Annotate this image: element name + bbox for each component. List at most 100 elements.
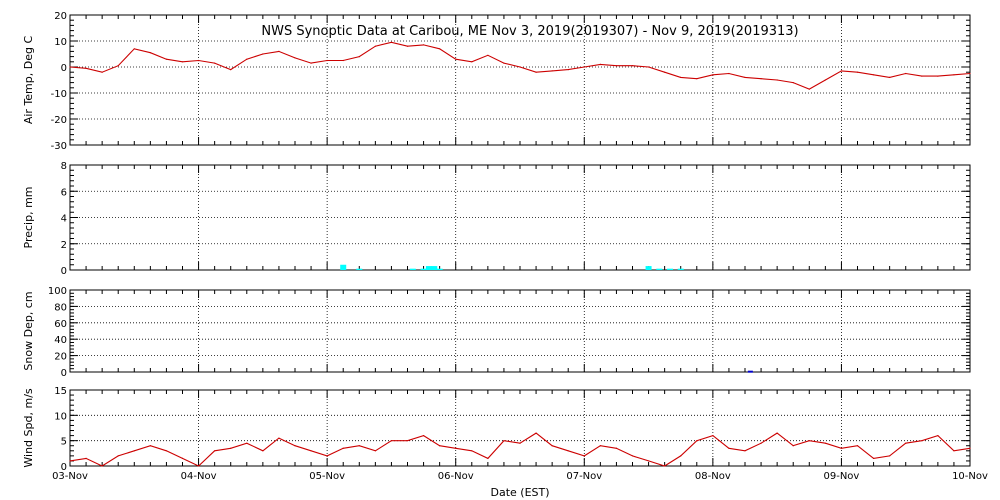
data-point xyxy=(422,44,425,46)
series-line xyxy=(69,41,971,90)
data-point xyxy=(230,447,232,449)
data-point xyxy=(567,450,569,452)
data-point xyxy=(326,59,328,62)
data-point xyxy=(406,45,409,47)
data-point xyxy=(149,52,151,54)
y-tick-label: 10 xyxy=(54,411,67,422)
data-point xyxy=(519,66,521,68)
data-point xyxy=(808,440,810,442)
data-point xyxy=(583,66,585,68)
data-point xyxy=(615,65,618,67)
bar xyxy=(656,268,663,270)
data-point xyxy=(840,447,843,449)
bar xyxy=(420,268,427,270)
data-point xyxy=(664,71,666,73)
y-tick-label: -30 xyxy=(51,141,67,152)
data-point xyxy=(728,72,730,75)
data-point xyxy=(905,72,907,75)
data-point xyxy=(631,455,634,457)
data-point xyxy=(503,440,505,442)
bar xyxy=(677,268,684,270)
data-point xyxy=(872,457,875,459)
y-tick-label: 8 xyxy=(61,161,67,172)
data-point xyxy=(358,445,360,447)
data-point xyxy=(969,447,971,449)
data-point xyxy=(165,450,168,452)
data-point xyxy=(487,54,489,56)
data-point xyxy=(599,445,601,447)
data-point xyxy=(262,53,264,55)
data-point xyxy=(712,435,714,437)
data-point xyxy=(487,457,489,459)
bar xyxy=(356,268,363,270)
data-point xyxy=(905,442,907,444)
panel-2: 0 20 40 60 80 100 Snow Dep, cm xyxy=(22,286,971,379)
y-tick-label: 10 xyxy=(54,37,67,48)
data-point xyxy=(519,442,521,444)
y-tick-label: 80 xyxy=(54,302,67,313)
data-point xyxy=(246,58,248,60)
data-point xyxy=(101,71,103,73)
data-point xyxy=(278,50,280,53)
data-point xyxy=(921,75,923,77)
data-point xyxy=(889,455,891,457)
data-point xyxy=(246,442,248,444)
x-tick-label: 03-Nov xyxy=(52,471,88,482)
data-point xyxy=(101,465,103,467)
data-point xyxy=(776,432,778,434)
data-point xyxy=(551,70,553,72)
data-point xyxy=(599,63,601,65)
y-tick-label: 2 xyxy=(61,240,67,251)
data-point xyxy=(824,442,826,444)
data-point xyxy=(631,65,634,67)
x-tick-label: 08-Nov xyxy=(695,471,731,482)
panel-frame xyxy=(69,389,971,467)
data-point xyxy=(953,74,955,76)
data-point xyxy=(165,58,168,60)
data-point xyxy=(567,69,569,71)
data-point xyxy=(728,447,730,449)
data-point xyxy=(471,450,473,452)
data-point xyxy=(390,440,393,442)
data-point xyxy=(310,450,312,452)
y-tick-label: 60 xyxy=(54,319,67,330)
data-point xyxy=(760,442,762,444)
y-tick-label: -10 xyxy=(51,89,67,100)
y-tick-label: 40 xyxy=(54,335,67,346)
data-point xyxy=(439,445,441,447)
x-tick-label: 06-Nov xyxy=(438,471,474,482)
data-point xyxy=(133,48,135,50)
y-axis-label: Snow Dep, cm xyxy=(22,291,35,370)
panel-3: 0 5 10 15 Wind Spd, m/s xyxy=(22,386,971,473)
y-tick-label: 4 xyxy=(61,214,67,225)
data-point xyxy=(422,435,425,437)
x-tick-label: 09-Nov xyxy=(823,471,859,482)
data-point xyxy=(808,88,810,90)
y-tick-label: 20 xyxy=(54,352,67,363)
y-tick-label: 6 xyxy=(61,187,67,198)
data-point xyxy=(937,75,939,77)
bar xyxy=(431,266,438,270)
panel-0: -30 -20 -10 0 10 20 Air Temp, Deg C xyxy=(22,11,971,152)
data-point xyxy=(840,70,843,72)
data-point xyxy=(342,59,344,62)
data-point xyxy=(680,455,682,457)
data-point xyxy=(921,440,923,442)
data-point xyxy=(342,447,344,449)
data-point xyxy=(278,437,280,439)
chart-title: NWS Synoptic Data at Caribou, ME Nov 3, … xyxy=(261,24,798,39)
data-point xyxy=(374,450,376,452)
x-tick-label: 04-Nov xyxy=(181,471,217,482)
bar xyxy=(436,268,443,270)
y-axis-label: Wind Spd, m/s xyxy=(22,388,35,468)
bar xyxy=(747,370,753,373)
data-point xyxy=(937,435,939,437)
data-point xyxy=(230,69,232,71)
data-point xyxy=(181,457,184,459)
data-point xyxy=(149,445,151,447)
data-point xyxy=(760,78,762,80)
panel-frame xyxy=(69,289,971,373)
x-tick-label: 07-Nov xyxy=(566,471,602,482)
data-point xyxy=(969,72,971,75)
data-point xyxy=(69,66,71,68)
